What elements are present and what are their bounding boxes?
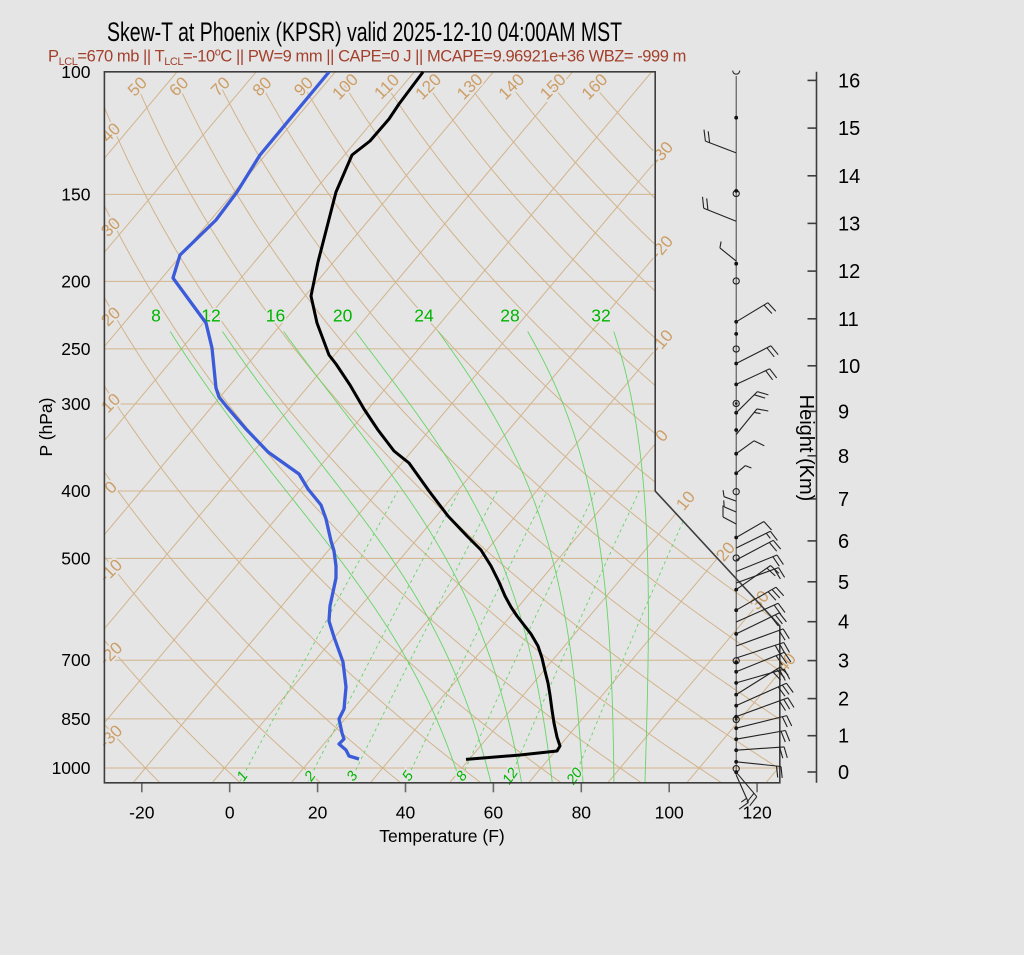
svg-text:300: 300	[61, 394, 90, 414]
svg-text:14: 14	[838, 166, 860, 188]
svg-text:1: 1	[838, 726, 849, 748]
svg-text:Height (Km): Height (Km)	[795, 395, 817, 502]
svg-text:60: 60	[484, 803, 504, 823]
svg-text:16: 16	[838, 70, 860, 92]
svg-text:6: 6	[838, 531, 849, 553]
svg-text:10: 10	[838, 356, 860, 378]
svg-text:PLCL=670 mb || TLCL=-10oC || P: PLCL=670 mb || TLCL=-10oC || PW=9 mm || …	[48, 47, 686, 69]
svg-text:12: 12	[838, 261, 860, 283]
svg-text:0: 0	[838, 762, 849, 784]
svg-text:32: 32	[591, 306, 610, 326]
svg-text:13: 13	[838, 213, 860, 235]
svg-text:120: 120	[742, 803, 771, 823]
svg-text:16: 16	[266, 306, 285, 326]
svg-text:28: 28	[500, 306, 519, 326]
svg-text:20: 20	[333, 306, 353, 326]
svg-text:11: 11	[838, 309, 859, 331]
svg-text:24: 24	[414, 306, 434, 326]
svg-text:5: 5	[838, 572, 849, 594]
svg-text:2: 2	[838, 689, 849, 711]
svg-text:100: 100	[655, 803, 684, 823]
svg-text:40: 40	[396, 803, 416, 823]
svg-text:9: 9	[838, 401, 849, 423]
svg-text:8: 8	[151, 306, 161, 326]
svg-text:20: 20	[308, 803, 328, 823]
svg-text:8: 8	[838, 446, 849, 468]
svg-text:-20: -20	[129, 803, 155, 823]
svg-text:Temperature (F): Temperature (F)	[379, 826, 504, 846]
svg-text:1000: 1000	[52, 758, 91, 778]
svg-text:150: 150	[61, 184, 90, 204]
svg-text:250: 250	[61, 339, 90, 359]
svg-text:3: 3	[838, 651, 849, 673]
svg-text:0: 0	[225, 803, 235, 823]
svg-text:4: 4	[838, 612, 849, 634]
svg-text:850: 850	[61, 709, 90, 729]
svg-text:200: 200	[61, 271, 90, 291]
svg-text:80: 80	[572, 803, 592, 823]
svg-text:700: 700	[61, 650, 90, 670]
svg-text:P (hPa): P (hPa)	[36, 397, 56, 456]
svg-text:500: 500	[61, 548, 90, 568]
svg-text:15: 15	[838, 118, 860, 140]
svg-text:7: 7	[838, 489, 849, 511]
svg-text:400: 400	[61, 481, 90, 501]
svg-text:Skew-T at Phoenix (KPSR) valid: Skew-T at Phoenix (KPSR) valid 2025-12-1…	[107, 17, 622, 47]
